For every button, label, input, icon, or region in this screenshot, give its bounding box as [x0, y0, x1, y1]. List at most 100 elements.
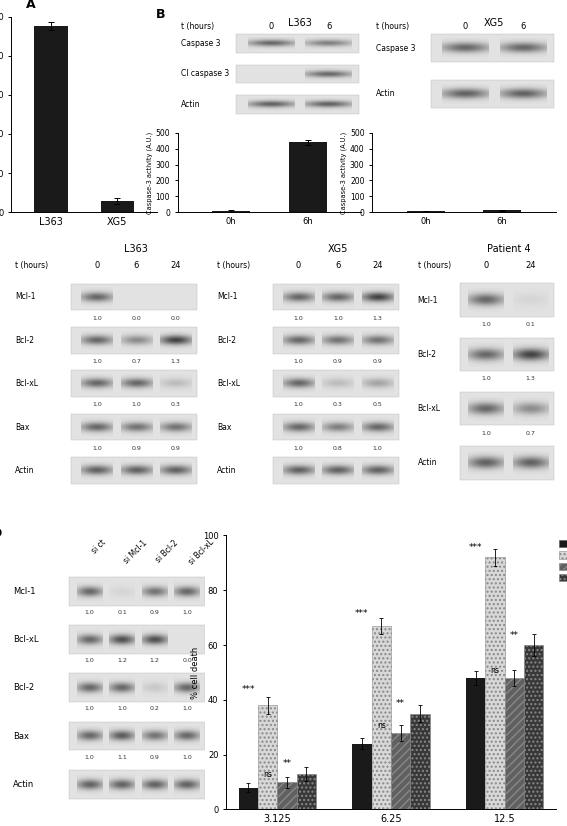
Text: Bcl-2: Bcl-2 [217, 336, 236, 344]
Bar [70, 577, 205, 605]
Bar [70, 625, 205, 654]
Bar [460, 283, 555, 317]
Y-axis label: Caspase-3 activity (A.U.): Caspase-3 activity (A.U.) [341, 131, 347, 214]
Bar [70, 673, 205, 702]
Text: 6: 6 [521, 22, 526, 31]
Text: t (hours): t (hours) [181, 22, 214, 31]
Bar [236, 95, 359, 114]
Text: Actin: Actin [15, 466, 35, 475]
Text: 0: 0 [268, 22, 273, 31]
Text: 1.0: 1.0 [132, 402, 141, 407]
Text: 1.0: 1.0 [182, 755, 192, 760]
Text: Actin: Actin [417, 458, 437, 468]
Text: ***: *** [355, 609, 369, 618]
Text: 1.0: 1.0 [294, 316, 303, 320]
Text: 1.0: 1.0 [294, 359, 303, 364]
Text: Actin: Actin [217, 466, 236, 475]
Text: Bax: Bax [217, 423, 231, 431]
Bar [485, 558, 505, 809]
Text: 1.0: 1.0 [92, 402, 101, 407]
Text: Actin: Actin [13, 780, 35, 789]
Text: 1.3: 1.3 [171, 359, 181, 364]
Text: 0.9: 0.9 [373, 359, 382, 364]
Text: 1.0: 1.0 [294, 402, 303, 407]
Text: 1.0: 1.0 [481, 322, 491, 327]
Text: 0.9: 0.9 [150, 755, 159, 760]
Text: **: ** [396, 699, 405, 708]
Y-axis label: Caspase-3 activity (A.U.): Caspase-3 activity (A.U.) [146, 131, 153, 214]
Text: Bcl-xL: Bcl-xL [217, 379, 240, 388]
Text: 24: 24 [171, 261, 181, 270]
Bar [460, 446, 555, 480]
Text: Actin: Actin [376, 89, 395, 98]
Text: 0.0: 0.0 [182, 658, 192, 663]
Text: 0.0: 0.0 [171, 316, 181, 320]
Text: Caspase 3: Caspase 3 [376, 44, 416, 53]
Text: XG5: XG5 [328, 244, 348, 254]
Text: 1.1: 1.1 [117, 755, 127, 760]
Bar [100, 201, 134, 212]
Text: 1.2: 1.2 [117, 658, 127, 663]
Bar [273, 283, 399, 311]
Text: 6: 6 [134, 261, 139, 270]
Text: Actin: Actin [181, 100, 201, 109]
Text: 0.7: 0.7 [526, 430, 536, 435]
Bar [273, 370, 399, 397]
Text: **: ** [282, 759, 291, 768]
Bar [239, 787, 258, 809]
Text: ns: ns [377, 721, 386, 730]
Text: ***: *** [242, 686, 255, 695]
Text: 24: 24 [526, 261, 536, 270]
Text: ns: ns [263, 771, 272, 779]
Text: Bcl-xL: Bcl-xL [13, 635, 39, 644]
Text: 1.0: 1.0 [481, 377, 491, 382]
Bar [297, 774, 316, 809]
Bar [71, 283, 197, 311]
Text: Mcl-1: Mcl-1 [15, 292, 36, 301]
Bar [273, 457, 399, 484]
Text: XG5: XG5 [484, 17, 505, 27]
Bar [371, 626, 391, 809]
Text: 0: 0 [463, 22, 468, 31]
Text: 1.0: 1.0 [333, 316, 343, 320]
Text: L363: L363 [124, 244, 148, 254]
Text: t (hours): t (hours) [217, 261, 250, 270]
Text: 1.0: 1.0 [84, 706, 95, 711]
Bar [236, 64, 359, 83]
Text: Cl caspase 3: Cl caspase 3 [181, 69, 230, 78]
Text: 0.1: 0.1 [117, 610, 127, 615]
Text: 0.7: 0.7 [132, 359, 141, 364]
Text: Mcl-1: Mcl-1 [217, 292, 238, 301]
Text: 0: 0 [94, 261, 99, 270]
Legend: si ct, si Mcl-1, si Bcl-2, si Bcl-xL: si ct, si Mcl-1, si Bcl-2, si Bcl-xL [560, 539, 567, 582]
Bar [289, 142, 327, 212]
Text: A: A [26, 0, 36, 11]
Text: 1.0: 1.0 [92, 316, 101, 320]
Text: 0.1: 0.1 [526, 322, 535, 327]
Text: 0.9: 0.9 [132, 446, 141, 451]
Bar [431, 34, 554, 62]
Text: Caspase 3: Caspase 3 [181, 39, 221, 48]
Text: 0: 0 [296, 261, 301, 270]
Text: Patient 4: Patient 4 [486, 244, 530, 254]
Bar [71, 370, 197, 397]
Text: B: B [155, 7, 165, 21]
Text: 1.0: 1.0 [373, 446, 382, 451]
Text: 0.8: 0.8 [333, 446, 343, 451]
Text: Mcl-1: Mcl-1 [417, 296, 438, 305]
Text: 0: 0 [484, 261, 489, 270]
Bar [71, 457, 197, 484]
Y-axis label: % cell death: % cell death [191, 646, 200, 699]
Text: 1.0: 1.0 [481, 430, 491, 435]
Bar [236, 34, 359, 53]
Text: Mcl-1: Mcl-1 [13, 586, 36, 596]
Bar [460, 338, 555, 371]
Text: 1.3: 1.3 [526, 377, 536, 382]
Text: 0.2: 0.2 [150, 706, 159, 711]
Text: 0.3: 0.3 [333, 402, 343, 407]
Text: 1.0: 1.0 [182, 610, 192, 615]
Text: ***: *** [469, 543, 483, 552]
Bar [71, 414, 197, 440]
Bar [212, 211, 250, 212]
Text: 0.5: 0.5 [373, 402, 382, 407]
